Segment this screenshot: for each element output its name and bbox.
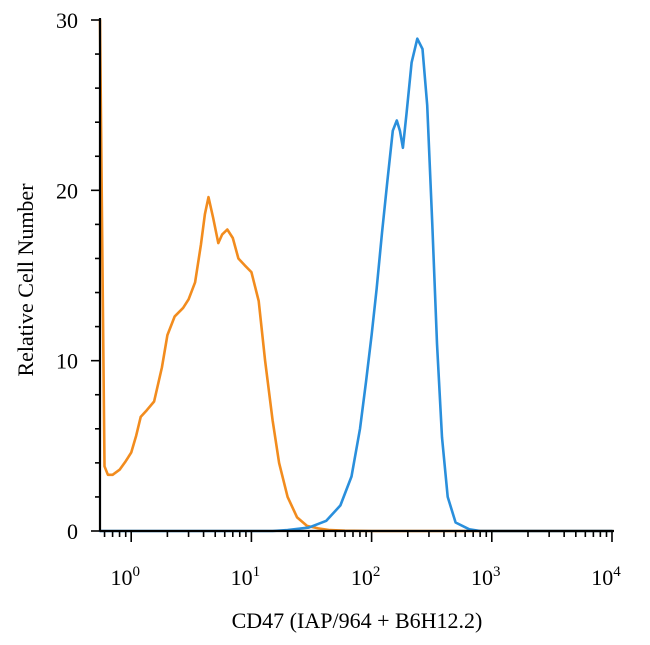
x-tick-exponent: 1 [253,564,261,580]
x-axis-ticks: 100 101 102 103 104 [103,531,621,590]
x-tick-exponent: 2 [373,564,381,580]
plot-series-group [98,18,614,533]
y-axis-ticks: 0 10 20 30 [56,8,100,544]
x-tick-base: 10 [591,565,613,590]
y-tick-label: 10 [56,349,78,374]
histogram-series-1 [98,18,614,533]
y-tick-label: 20 [56,178,78,203]
x-tick-base: 10 [471,565,493,590]
x-tick-label: 102 [351,564,381,590]
x-tick-base: 10 [110,565,132,590]
y-tick-label: 0 [67,519,78,544]
x-tick-label: 103 [471,564,501,590]
x-tick-base: 10 [351,565,373,590]
x-tick-exponent: 0 [132,564,140,580]
x-tick-base: 10 [231,565,253,590]
x-tick-exponent: 3 [493,564,501,580]
x-axis-title: CD47 (IAP/964 + B6H12.2) [232,608,483,633]
y-tick-label: 30 [56,8,78,33]
x-tick-label: 101 [231,564,261,590]
y-axis-title: Relative Cell Number [13,183,38,377]
x-tick-label: 100 [110,564,139,590]
x-tick-label: 104 [591,564,621,590]
histogram-series-2 [98,37,614,533]
x-tick-exponent: 4 [613,564,621,580]
